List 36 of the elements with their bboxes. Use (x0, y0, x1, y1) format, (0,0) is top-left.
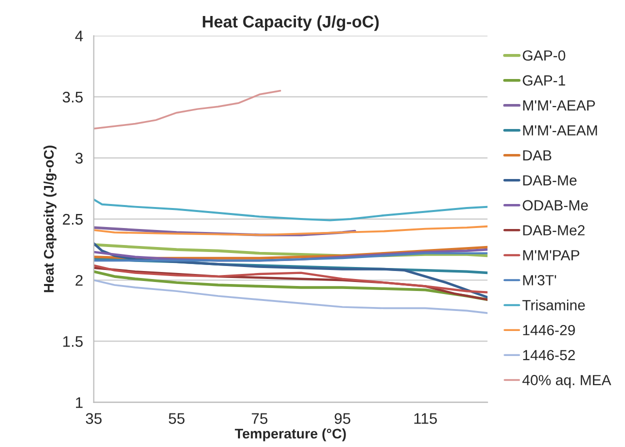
x-tick-label: 75 (252, 413, 268, 424)
legend-label: 1446-29 (523, 324, 575, 336)
x-tick-label: 115 (414, 413, 437, 424)
legend-label: DAB-Me2 (523, 225, 585, 236)
x-tick-label: 35 (86, 413, 102, 424)
legend-label: 1446-52 (523, 350, 575, 360)
legend-label: Trisamine (522, 300, 585, 310)
y-tick-label: 1.5 (63, 336, 83, 347)
y-tick-label: 1 (76, 397, 83, 408)
y-tick-label: 2 (76, 274, 83, 286)
legend-label: M'M'-AEAP (523, 100, 595, 110)
legend-label: M'M'-AEAM (523, 125, 597, 136)
y-axis-title: Heat Capacity (J/g-oC) (44, 146, 57, 292)
x-tick-label: 95 (334, 413, 350, 424)
y-tick-label: 3 (75, 152, 83, 164)
y-tick-label: 4 (75, 30, 83, 42)
line-series (94, 252, 488, 262)
line-series (94, 198, 488, 222)
line-series (94, 90, 282, 130)
line-series (94, 242, 488, 298)
legend-label: M'3T' (523, 275, 556, 286)
legend-label: M'M'PAP (523, 250, 580, 260)
y-tick-label: 2.5 (62, 214, 83, 225)
legend-label: ODAB-Me (522, 200, 588, 210)
legend-label: GAP-1 (522, 75, 566, 86)
legend-label: 40% aq. MEA (522, 374, 612, 388)
legend-label: GAP-0 (522, 50, 566, 61)
legend-label: DAB (523, 150, 552, 160)
legend-label: DAB-Me (523, 175, 577, 186)
line-series (94, 264, 488, 294)
x-axis-title: Temperature (°C) (234, 428, 346, 442)
line-series (94, 225, 488, 236)
line-series (94, 279, 488, 314)
x-tick-label: 55 (168, 413, 184, 424)
chart-title: Heat Capacity (J/g-oC) (202, 15, 379, 31)
y-tick-label: 3.5 (62, 92, 83, 103)
